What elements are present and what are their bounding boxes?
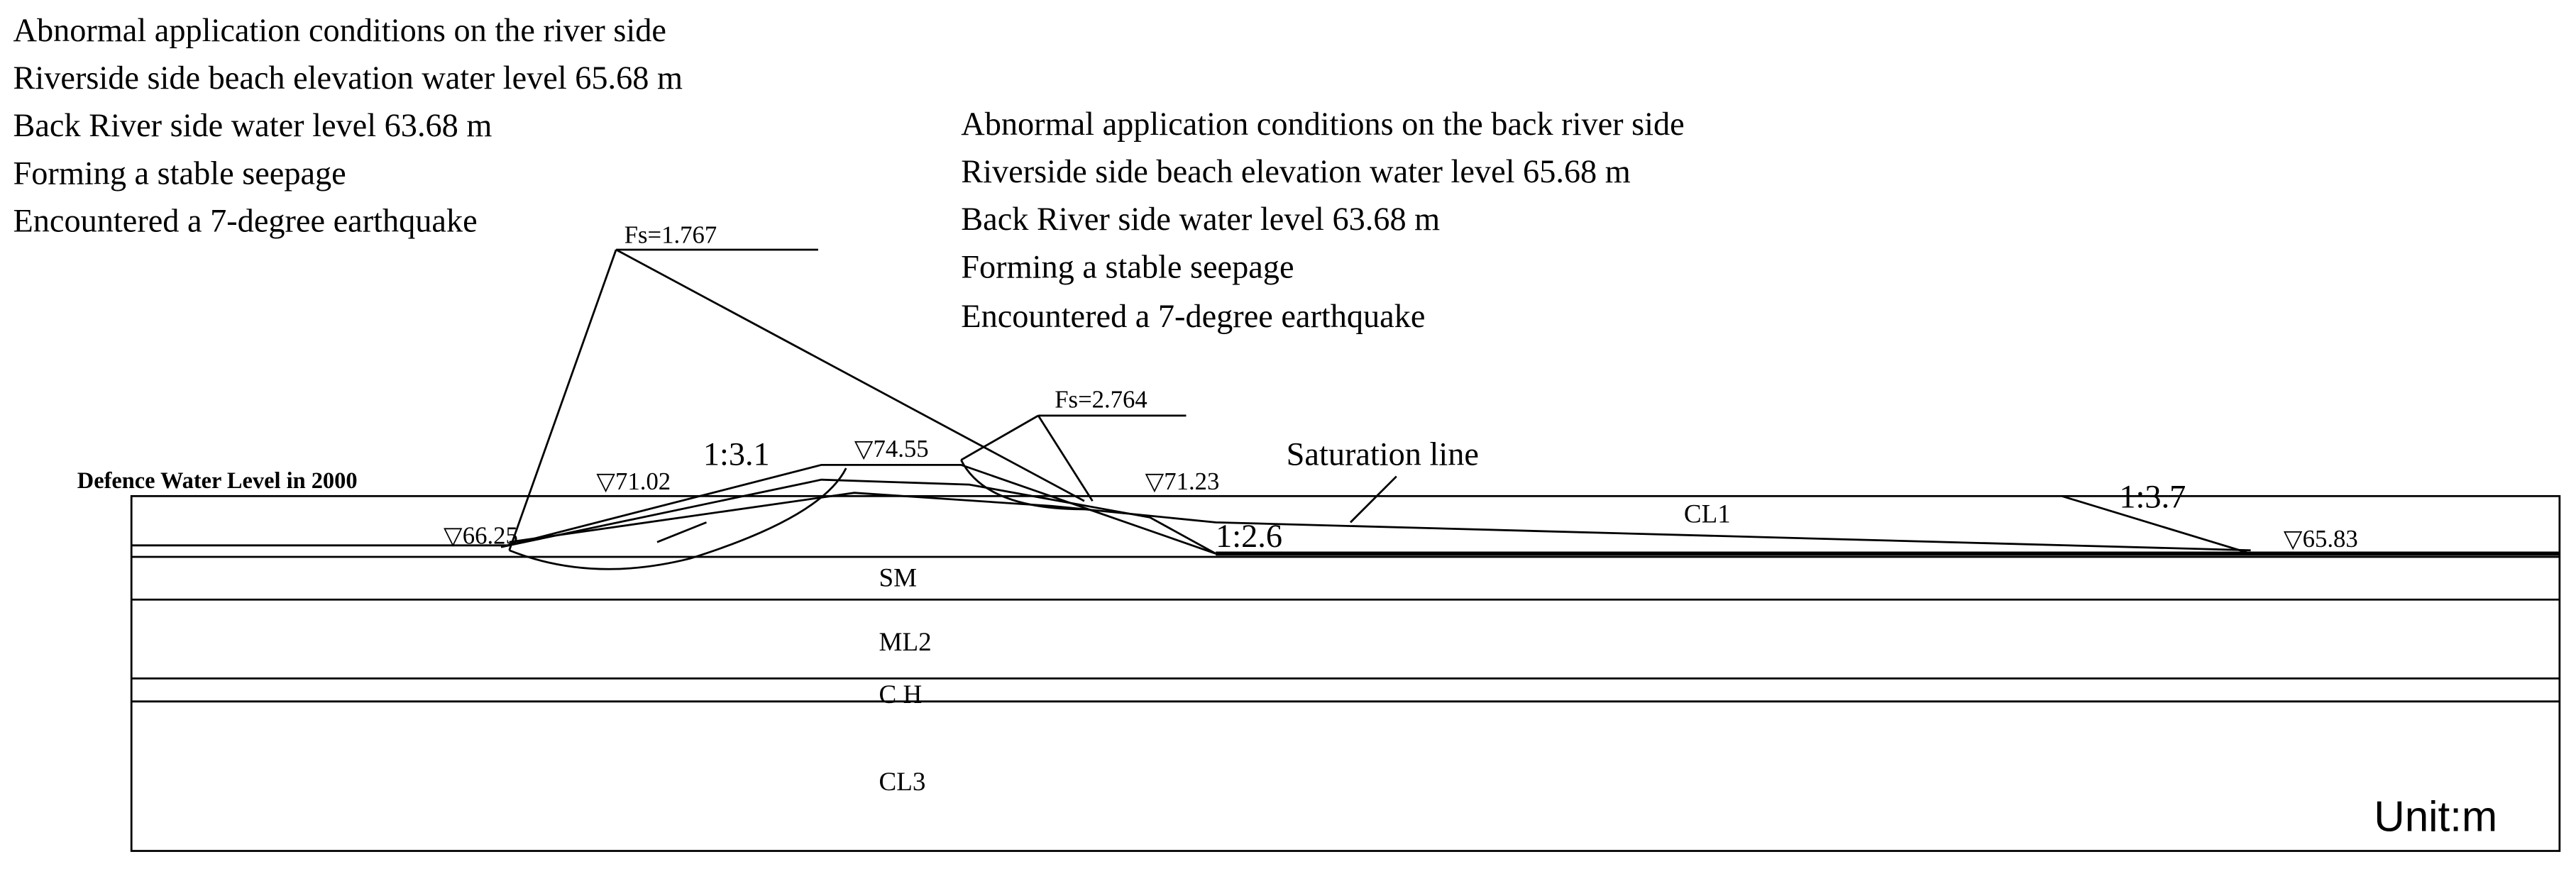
back-river-side-conditions: Abnormal application conditions on the b… — [961, 106, 1684, 335]
elevation-label: ▽66.25 — [444, 521, 518, 549]
layer-label: SM — [879, 564, 918, 593]
saturation-line — [509, 492, 2251, 552]
condition-text: Forming a stable seepage — [13, 155, 346, 192]
layer-label: ML2 — [879, 628, 932, 657]
radius-line — [1037, 415, 1094, 502]
condition-text: Forming a stable seepage — [961, 249, 1294, 285]
condition-text: Riverside side beach elevation water lev… — [13, 60, 683, 96]
arrow — [656, 521, 707, 543]
condition-text: Encountered a 7-degree earthquake — [961, 299, 1425, 335]
layer-label: C H — [879, 680, 923, 709]
slope-label: 1:3.7 — [2119, 480, 2186, 516]
defence-level-label: Defence Water Level in 2000 — [77, 468, 358, 494]
layer-label: CL3 — [879, 768, 926, 797]
elevation-label: ▽71.23 — [1145, 467, 1220, 495]
dike-inner-line — [500, 478, 1216, 555]
river-side-conditions: Abnormal application conditions on the r… — [13, 13, 683, 240]
elevation-label: ▽71.02 — [596, 467, 671, 495]
condition-text: Abnormal application conditions on the r… — [13, 13, 666, 49]
elevation-label: ▽74.55 — [854, 435, 929, 463]
elevation-label: ▽65.83 — [2284, 525, 2358, 553]
slip-circle — [960, 459, 1084, 511]
radius-line — [960, 414, 1039, 461]
condition-text: Back River side water level 63.68 m — [961, 201, 1440, 238]
safety-factor: Fs=2.764 — [1055, 385, 1147, 413]
condition-text: Back River side water level 63.68 m — [13, 108, 492, 144]
slope-label: 1:3.1 — [703, 436, 770, 472]
radius-line — [615, 248, 1085, 502]
condition-text: Encountered a 7-degree earthquake — [13, 204, 478, 240]
unit-label: Unit:m — [2374, 793, 2497, 841]
radius-line — [508, 249, 617, 551]
safety-factor: Fs=1.767 — [624, 221, 717, 249]
condition-text: Abnormal application conditions on the b… — [961, 106, 1684, 143]
slope-label: 1:2.6 — [1216, 519, 1282, 555]
saturation-label: Saturation line — [1287, 436, 1479, 472]
layer-label: CL1 — [1684, 499, 1731, 528]
slip-circle — [509, 467, 847, 570]
section-frame — [130, 494, 2561, 852]
condition-text: Riverside side beach elevation water lev… — [961, 154, 1630, 190]
leader-line — [1349, 475, 1397, 524]
back-slope — [2061, 495, 2252, 555]
geometry — [130, 248, 2561, 852]
